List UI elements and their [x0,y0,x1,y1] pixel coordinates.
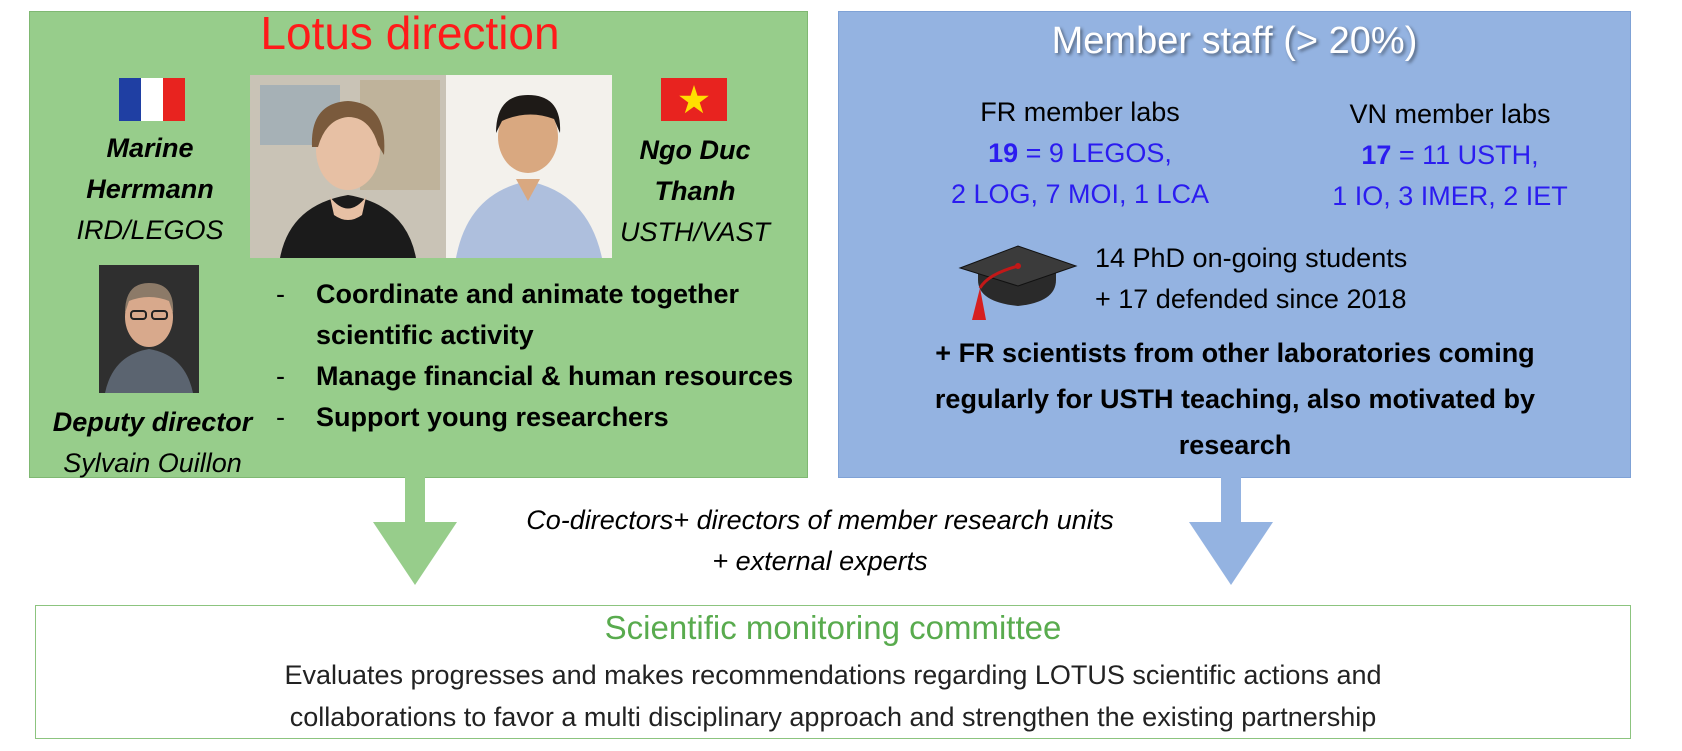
person-affiliation: IRD/LEGOS [76,215,224,245]
vn-labs-heading: VN member labs [1349,99,1551,129]
vietnam-flag-icon [661,78,727,121]
committee-line1: Evaluates progresses and makes recommend… [284,660,1382,690]
person-name-line1: Ngo Duc [639,135,751,165]
scientific-committee-box [35,605,1631,739]
committee-line2: collaborations to favor a multi discipli… [289,702,1377,732]
lotus-direction-title: Lotus direction [260,7,560,59]
vn-labs-line2: 1 IO, 3 IMER, 2 IET [1332,181,1568,211]
member-staff-panel [838,11,1631,478]
graduation-cap-icon [958,240,1078,330]
bullet-item: Support young researchers [276,397,816,438]
vn-labs-count: 17 [1361,140,1392,170]
fr-labs-line2: 2 LOG, 7 MOI, 1 LCA [950,179,1210,209]
fr-member-labs: FR member labs 19 = 9 LEGOS, 2 LOG, 7 MO… [900,92,1260,215]
composition-line1: Co-directors+ directors of member resear… [526,505,1114,535]
photo-ngo-duc-thanh [446,75,612,258]
france-flag-icon [119,78,185,121]
fr-labs-line1-rest: = 9 LEGOS, [1018,138,1172,168]
person-marine-herrmann: Marine Herrmann IRD/LEGOS [50,128,250,251]
photo-sylvain-ouillon [99,265,199,393]
fr-labs-heading: FR member labs [980,97,1180,127]
phd-line1: 14 PhD on-going students [1095,243,1408,273]
vn-member-labs: VN member labs 17 = 11 USTH, 1 IO, 3 IME… [1270,94,1630,217]
green-down-arrow [373,477,457,585]
person-name-line1: Marine [106,133,194,163]
deputy-role: Deputy director [52,407,253,437]
composition-note: Co-directors+ directors of member resear… [440,500,1200,582]
person-name-line2: Herrmann [86,174,214,204]
member-staff-title: Member staff (> 20%) [1051,20,1418,62]
committee-title: Scientific monitoring committee [604,609,1062,646]
photo-marine-herrmann [250,75,446,258]
phd-students-block: 14 PhD on-going students + 17 defended s… [1095,238,1515,320]
bullet-item: Manage financial & human resources [276,356,816,397]
lotus-bullet-list: Coordinate and animate together scientif… [276,274,816,438]
blue-down-arrow [1189,477,1273,585]
fr-labs-count: 19 [988,138,1019,168]
person-ngo-duc-thanh: Ngo Duc Thanh USTH/VAST [610,130,780,253]
fr-scientists-note: + FR scientists from other laboratories … [934,338,1536,460]
vn-labs-line1-rest: = 11 USTH, [1391,140,1539,170]
fr-labs-line1: 19 = 9 LEGOS, [900,133,1260,174]
person-affiliation: USTH/VAST [619,217,771,247]
composition-line2: + external experts [712,546,928,576]
deputy-director-block: Deputy director Sylvain Ouillon [30,402,275,484]
committee-description: Evaluates progresses and makes recommend… [35,654,1631,738]
vn-labs-line1: 17 = 11 USTH, [1270,135,1630,176]
phd-line2: + 17 defended since 2018 [1095,284,1407,314]
bullet-item: Coordinate and animate together scientif… [276,274,816,356]
deputy-name: Sylvain Ouillon [63,448,242,478]
person-name-line2: Thanh [654,176,736,206]
